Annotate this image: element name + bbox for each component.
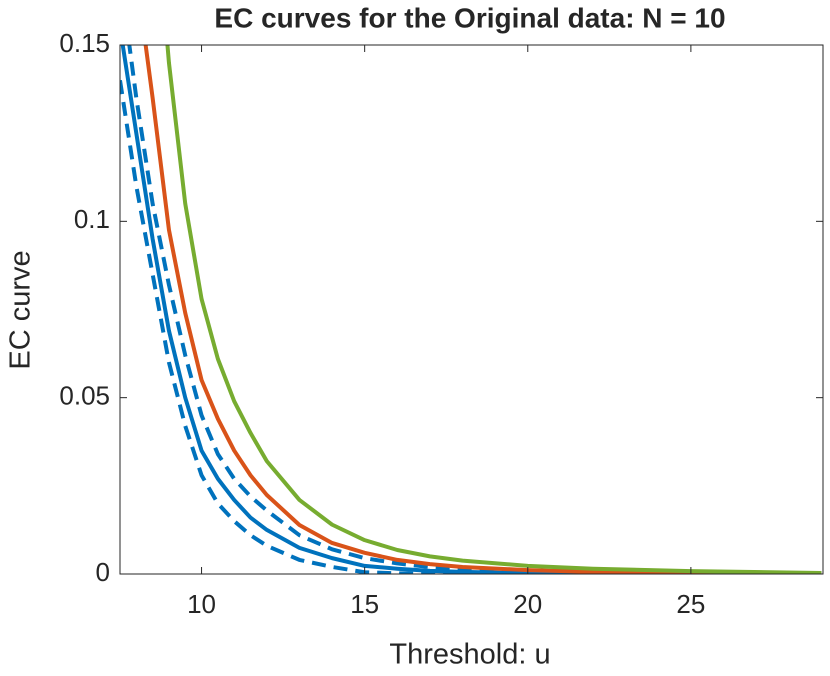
- series-line: [120, 79, 822, 574]
- y-tick-label: 0.15: [59, 28, 110, 58]
- series-line: [143, 45, 822, 574]
- series-line: [165, 45, 822, 574]
- y-tick-label: 0.05: [59, 381, 110, 411]
- y-tick-label: 0: [96, 557, 110, 587]
- y-tick-label: 0.1: [74, 204, 110, 234]
- chart-title: EC curves for the Original data: N = 10: [214, 2, 725, 33]
- y-axis-label: EC curve: [5, 250, 37, 369]
- x-tick-label: 10: [187, 589, 216, 619]
- x-tick-label: 20: [513, 589, 542, 619]
- series-line: [120, 45, 822, 574]
- plot-area: [120, 45, 822, 574]
- x-tick-label: 15: [350, 589, 379, 619]
- axes-box: [119, 44, 824, 575]
- x-axis-label: Threshold: u: [389, 639, 550, 671]
- x-tick-label: 25: [676, 589, 705, 619]
